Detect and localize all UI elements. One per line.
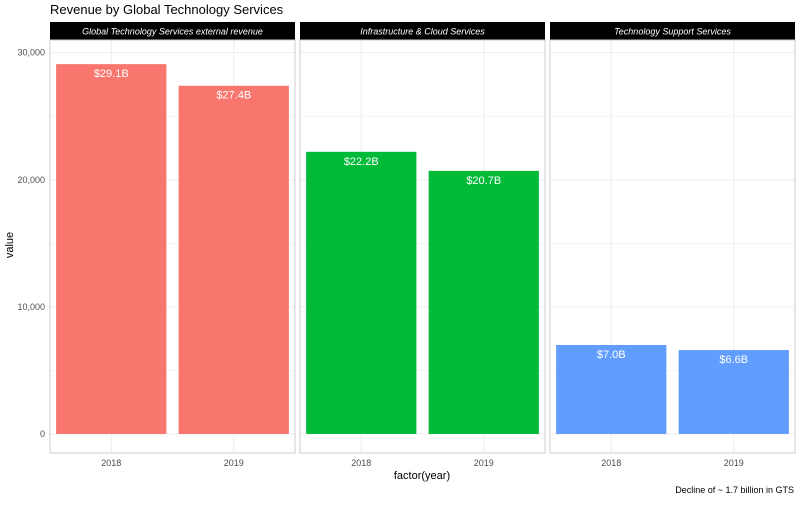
chart-caption: Decline of ~ 1.7 billion in GTS [675, 485, 794, 495]
facet-strip-label: Technology Support Services [614, 27, 731, 37]
bar-2019 [428, 170, 539, 434]
x-tick-label: 2018 [351, 458, 371, 468]
panel-2: Technology Support Services $7.0B 2018 $6.6… [549, 22, 796, 468]
panel-1: Infrastructure & Cloud Services $22.2B 201… [299, 22, 546, 468]
panel-border [299, 39, 546, 454]
y-tick-label: 30,000 [17, 48, 45, 58]
x-tick-label: 2018 [601, 458, 621, 468]
panel-border [49, 39, 296, 454]
bar-data-label: $29.1B [94, 68, 129, 80]
bar-data-label: $7.0B [597, 349, 626, 361]
facet-strip [50, 22, 295, 40]
y-tick-label: 10,000 [17, 302, 45, 312]
bar-data-label: $20.7B [466, 175, 501, 187]
bar-2018 [306, 151, 417, 434]
bar-data-label: $27.4B [216, 90, 251, 102]
facet-strip [300, 22, 545, 40]
y-axis-title: value [4, 232, 16, 258]
y-axis: 0 10,000 20,000 30,000 [17, 48, 45, 439]
y-tick-label: 0 [40, 429, 45, 439]
bar-data-label: $6.6B [719, 354, 748, 366]
bar-2019 [178, 85, 289, 434]
y-tick-label: 20,000 [17, 175, 45, 185]
facet-strip-label: Global Technology Services external reve… [82, 27, 263, 37]
bar-2019 [678, 350, 789, 434]
chart-title: Revenue by Global Technology Services [50, 2, 284, 17]
x-tick-label: 2019 [474, 458, 494, 468]
bar-2018 [556, 344, 667, 434]
panels-layer: Global Technology Services external reve… [49, 22, 796, 468]
x-tick-label: 2018 [101, 458, 121, 468]
panel-border [549, 39, 796, 454]
facet-strip-label: Infrastructure & Cloud Services [360, 27, 485, 37]
panel-0: Global Technology Services external reve… [49, 22, 296, 468]
facet-strip [550, 22, 795, 40]
bar-data-label: $22.2B [344, 156, 379, 168]
x-axis-title: factor(year) [394, 470, 450, 482]
x-tick-label: 2019 [724, 458, 744, 468]
bar-2018 [56, 64, 167, 434]
x-tick-label: 2019 [224, 458, 244, 468]
